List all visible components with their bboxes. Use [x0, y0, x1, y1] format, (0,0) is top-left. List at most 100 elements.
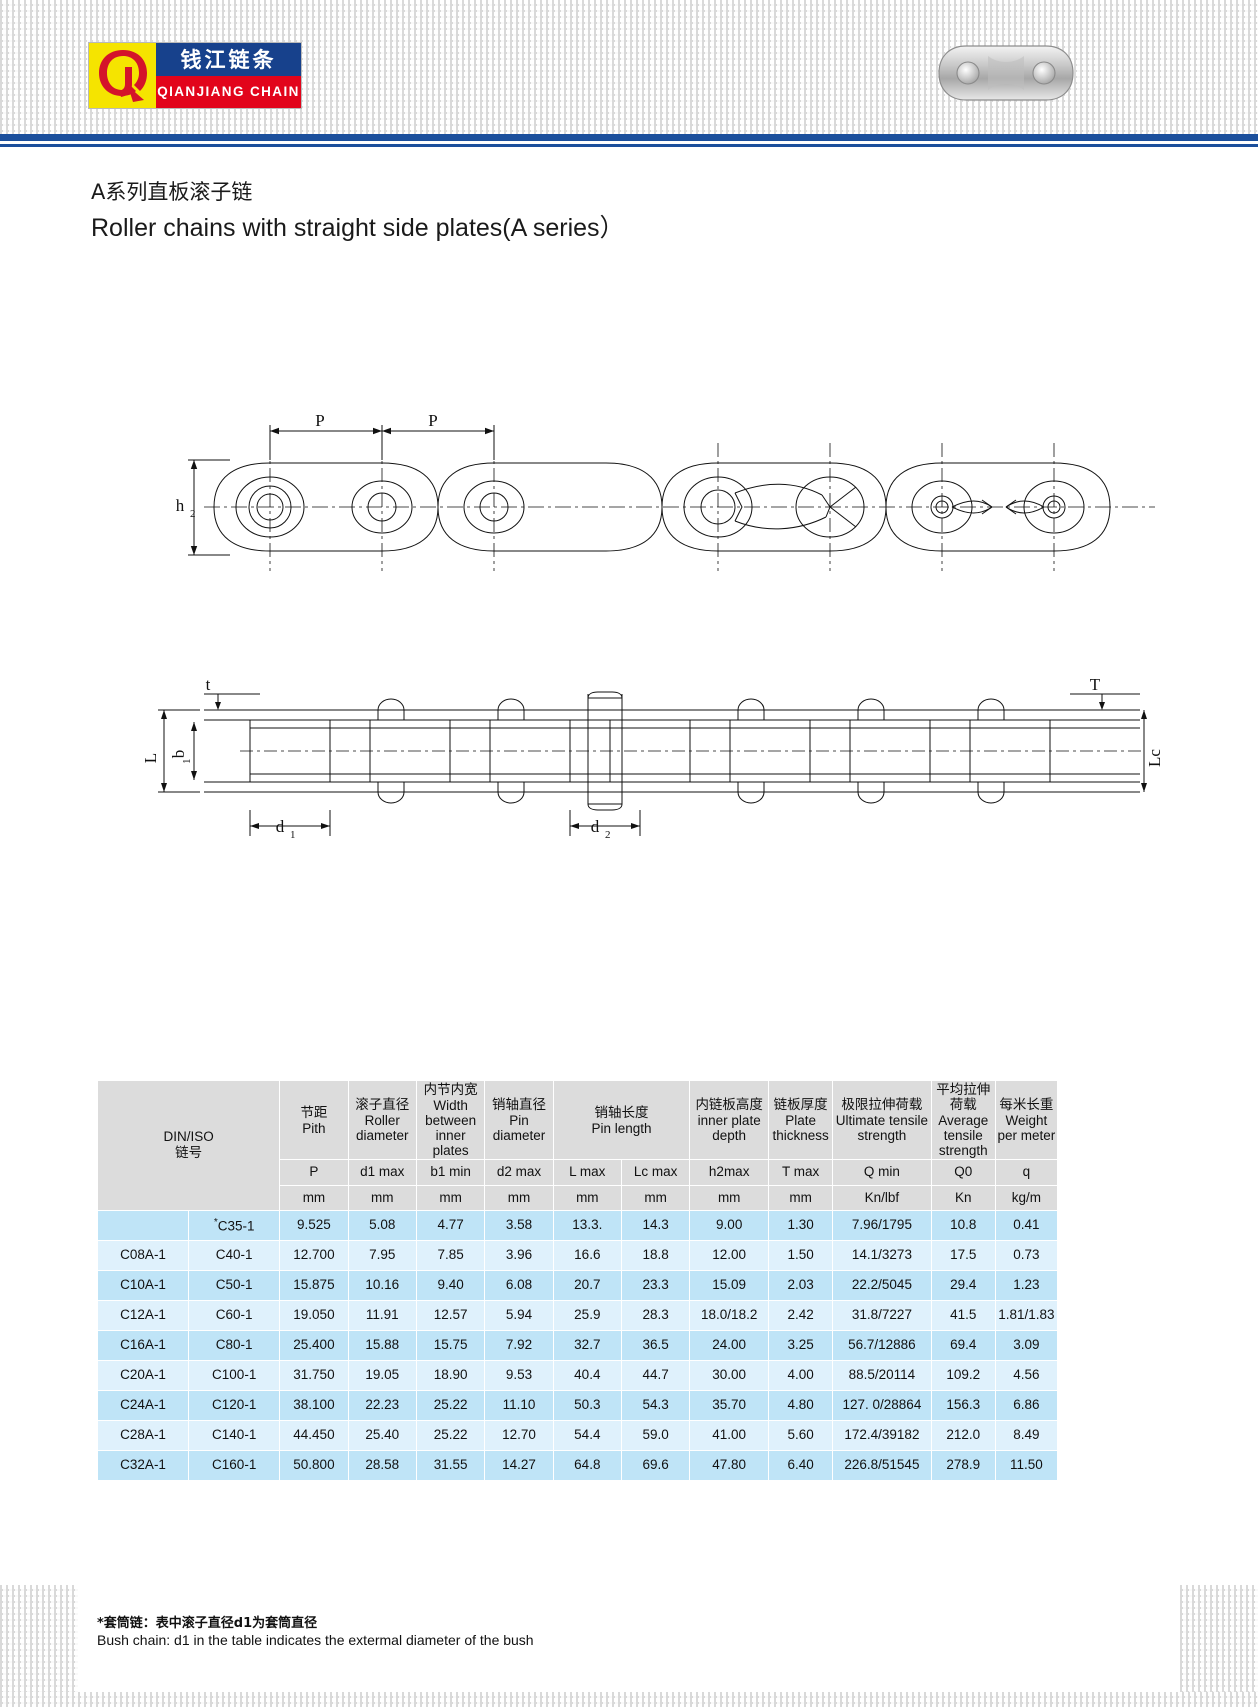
th-weight-per-meter-cn: 每米长重	[999, 1097, 1054, 1114]
unit-weight: kg/m	[994, 1184, 1059, 1211]
sym-width-inner: b1 min	[415, 1158, 486, 1186]
cell-chain: C120-1	[188, 1389, 281, 1421]
footnotes: *套筒链：表中滚子直径d1为套筒直径 Bush chain: d1 in the…	[97, 1612, 897, 1648]
cell-din: C32A-1	[96, 1449, 190, 1481]
svg-text:d: d	[591, 817, 600, 836]
chain-top-view-drawing: P P h 2	[150, 395, 1160, 595]
cell-T: 2.03	[768, 1269, 834, 1301]
unit-average-tensile: Kn	[930, 1184, 996, 1211]
th-width-inner-plates-cn: 内节内宽	[423, 1082, 478, 1098]
cell-chain: C50-1	[188, 1269, 281, 1301]
sym-pin-diameter: d2 max	[484, 1158, 554, 1186]
cell-Q: 56.7/12886	[832, 1329, 932, 1361]
cell-p: 15.875	[279, 1269, 349, 1301]
cell-d2: 12.70	[484, 1419, 554, 1451]
sym-plate-thickness: T max	[768, 1158, 834, 1186]
th-roller-diameter-cn: 滚子直径	[355, 1097, 410, 1114]
th-chain-number-cn: 链号	[175, 1145, 203, 1162]
th-weight-per-meter-en: Weight per meter	[997, 1113, 1056, 1144]
cell-din: C20A-1	[96, 1359, 190, 1391]
cell-L: 13.3.	[552, 1209, 622, 1241]
th-roller-diameter: 滚子直径 Roller diameter	[347, 1080, 417, 1160]
cell-d2: 5.94	[484, 1299, 554, 1331]
page-title-english: Roller chains with straight side plates(…	[91, 214, 625, 242]
unit-ultimate-tensile: Kn/lbf	[832, 1184, 932, 1211]
bush-chain-asterisk: *	[213, 1216, 218, 1228]
th-plate-thickness: 链板厚度 Plate thickness	[768, 1080, 834, 1160]
th-pitch-cn: 节距	[300, 1104, 328, 1121]
unit-inner-plate-depth: mm	[689, 1184, 770, 1211]
unit-width-inner: mm	[415, 1184, 486, 1211]
th-inner-plate-depth-en: inner plate depth	[697, 1113, 761, 1144]
specifications-table: DIN/ISO 链号 节距 Pith 滚子直径 Roller diameter …	[96, 1080, 1059, 1481]
cell-Lc: 54.3	[620, 1389, 691, 1421]
cell-q: 0.73	[994, 1239, 1059, 1271]
table-header-row-units: mm mm mm mm mm mm mm mm Kn/lbf Kn kg/m	[98, 1184, 1059, 1211]
cell-Q0: 69.4	[930, 1329, 996, 1361]
th-pin-diameter-en: Pin diameter	[492, 1113, 546, 1144]
cell-b1: 31.55	[415, 1449, 486, 1481]
cell-Lc: 28.3	[620, 1299, 691, 1331]
cell-L: 64.8	[552, 1449, 622, 1481]
cell-p: 12.700	[279, 1239, 349, 1271]
th-ultimate-tensile-strength-en: Ultimate tensile strength	[835, 1113, 929, 1144]
sym-average-tensile: Q0	[930, 1158, 996, 1186]
cell-Q0: 278.9	[930, 1449, 996, 1481]
cell-chain: *C35-1	[188, 1209, 281, 1241]
cell-chain: C160-1	[188, 1449, 281, 1481]
cell-L: 32.7	[552, 1329, 622, 1361]
cell-h2: 12.00	[689, 1239, 770, 1271]
th-ultimate-tensile-strength-cn: 极限拉伸荷载	[841, 1097, 923, 1114]
cell-p: 44.450	[279, 1419, 349, 1451]
th-pin-diameter-cn: 销轴直径	[491, 1097, 546, 1114]
cell-din: C08A-1	[96, 1239, 190, 1271]
table-header-row-symbols: P d1 max b1 min d2 max L max Lc max h2ma…	[98, 1158, 1059, 1186]
cell-din: C10A-1	[96, 1269, 190, 1301]
table-row: C20A-1 C100-1 31.750 19.05 18.90 9.53 40.4 44.7…	[96, 1359, 1059, 1391]
svg-text:2: 2	[605, 829, 611, 841]
cell-b1: 18.90	[415, 1359, 486, 1391]
th-pin-length-cn: 销轴长度	[594, 1104, 649, 1121]
cell-L: 40.4	[552, 1359, 622, 1391]
th-roller-diameter-en: Roller diameter	[356, 1113, 409, 1144]
th-pin-length-en: Pin length	[591, 1120, 652, 1136]
svg-text:Lc: Lc	[1145, 749, 1164, 767]
footer-texture-left	[0, 1585, 78, 1707]
th-width-inner-plates-en: Width between inner plates	[425, 1098, 477, 1159]
cell-Q0: 109.2	[930, 1359, 996, 1391]
th-width-inner-plates: 内节内宽 Width between inner plates	[415, 1080, 486, 1160]
svg-text:h: h	[176, 496, 185, 515]
sym-inner-plate-depth: h2max	[689, 1158, 770, 1186]
th-plate-thickness-cn: 链板厚度	[773, 1097, 828, 1114]
cell-chain: C60-1	[188, 1299, 281, 1331]
th-average-tensile-strength-cn: 平均拉伸荷载	[936, 1082, 991, 1114]
chain-spec-table: DIN/ISO 链号 节距 Pith 滚子直径 Roller diameter …	[96, 1080, 1059, 1481]
unit-pin-length-lc: mm	[620, 1184, 691, 1211]
cell-q: 11.50	[994, 1449, 1059, 1481]
sym-pitch: P	[279, 1158, 349, 1186]
table-row: C12A-1 C60-1 19.050 11.91 12.57 5.94 25.9 28.3 1…	[96, 1299, 1059, 1331]
table-body: *C35-1 9.525 5.08 4.77 3.58 13.3. 14.3 9.00 1.30…	[96, 1209, 1059, 1481]
cell-d1: 28.58	[347, 1449, 417, 1481]
cell-Q0: 41.5	[930, 1299, 996, 1331]
chain-side-view-drawing: t T L b 1 Lc d 1 d 2	[140, 650, 1170, 850]
th-pin-diameter: 销轴直径 Pin diameter	[484, 1080, 554, 1160]
sym-pin-length-lc: Lc max	[620, 1158, 691, 1186]
th-chain-number-en: DIN/ISO	[163, 1129, 214, 1145]
page-header: 钱江链条 QIANJIANG CHAIN	[0, 0, 1258, 134]
svg-text:1: 1	[290, 829, 296, 841]
th-average-tensile-strength: 平均拉伸荷载 Average tensile strength	[930, 1080, 996, 1160]
cell-d2: 3.96	[484, 1239, 554, 1271]
cell-T: 3.25	[768, 1329, 834, 1361]
svg-text:L: L	[141, 753, 160, 763]
unit-pin-length-l: mm	[552, 1184, 622, 1211]
cell-p: 31.750	[279, 1359, 349, 1391]
table-row: C08A-1 C40-1 12.700 7.95 7.85 3.96 16.6 18.8 12.…	[96, 1239, 1059, 1271]
cell-b1: 4.77	[415, 1209, 486, 1241]
cell-q: 3.09	[994, 1329, 1059, 1361]
cell-p: 50.800	[279, 1449, 349, 1481]
logo-monogram-icon	[89, 43, 156, 108]
cell-h2: 15.09	[689, 1269, 770, 1301]
cell-chain: C40-1	[188, 1239, 281, 1271]
cell-din: C16A-1	[96, 1329, 190, 1361]
